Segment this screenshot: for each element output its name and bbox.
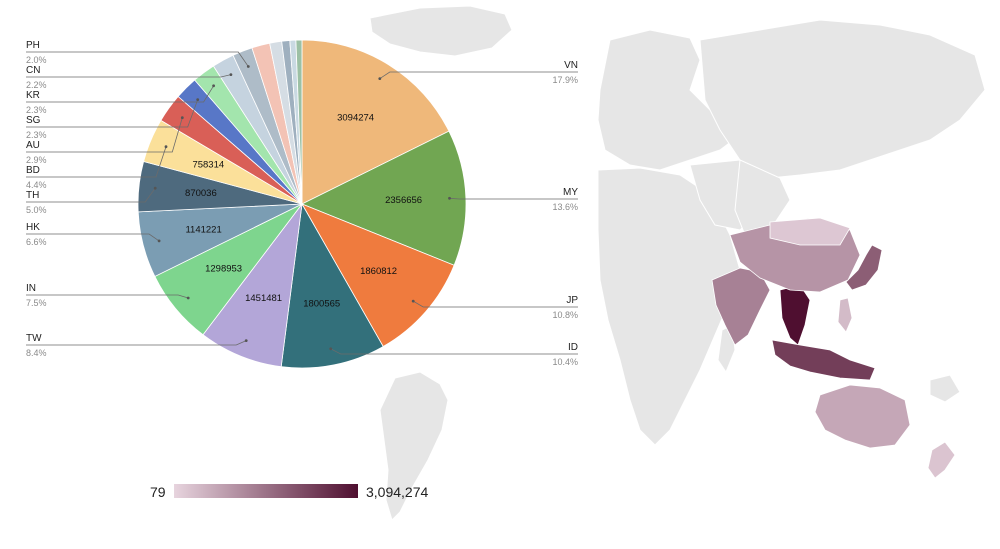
pie-slice-jp bbox=[301, 203, 455, 348]
callout-line-in bbox=[26, 294, 189, 299]
pie-callouts: VN 17.9% MY 13.6% JP 10.8% ID 10.4% TW 8.4% IN 7.5%… bbox=[26, 40, 578, 367]
map-region-mongolia bbox=[769, 217, 851, 246]
map-region-philippines bbox=[837, 297, 853, 333]
callout-code-cn: CN bbox=[26, 65, 40, 76]
callout-code-bd: BD bbox=[26, 165, 40, 176]
callout-dot-kr bbox=[212, 84, 216, 88]
callout-code-vn: VN bbox=[564, 60, 578, 71]
map-region-japan bbox=[845, 244, 883, 291]
callout-line-cn bbox=[26, 74, 231, 78]
pie-value-labels: 3094274 2356656 1860812 1800565 1451481 12989… bbox=[185, 113, 422, 310]
map-greenland bbox=[369, 5, 513, 57]
pie-slice-18 bbox=[295, 39, 303, 205]
scale-min-label: 79 bbox=[150, 484, 166, 500]
world-map bbox=[369, 5, 986, 521]
scale-max-label: 3,094,274 bbox=[366, 484, 428, 500]
pie-slice-vn bbox=[301, 39, 450, 205]
map-pacific-islands bbox=[929, 374, 961, 403]
callout-line-id bbox=[330, 348, 578, 355]
callout-dot-th bbox=[153, 186, 157, 190]
callout-pct-vn: 17.9% bbox=[552, 75, 578, 85]
map-region-vietnam-indochina bbox=[779, 284, 811, 346]
callout-code-in: IN bbox=[26, 283, 36, 294]
callout-dot-hk bbox=[157, 239, 161, 243]
callout-dot-vn bbox=[378, 77, 382, 80]
callout-dot-bd bbox=[164, 145, 168, 149]
pie-value-label-tw: 1451481 bbox=[245, 293, 282, 304]
scale-bar bbox=[174, 484, 358, 498]
callout-dot-jp bbox=[411, 299, 415, 303]
callout-dot-ph bbox=[246, 65, 250, 68]
callout-code-th: TH bbox=[26, 190, 39, 201]
callout-code-hk: HK bbox=[26, 222, 40, 233]
callout-dot-au bbox=[180, 116, 184, 120]
callout-line-th bbox=[26, 187, 156, 203]
callout-pct-hk: 6.6% bbox=[26, 237, 47, 247]
choropleth-regions bbox=[711, 217, 956, 479]
callout-pct-sg: 2.3% bbox=[26, 130, 47, 140]
pie-value-label-in: 1298953 bbox=[205, 264, 242, 275]
callout-code-jp: JP bbox=[566, 295, 578, 306]
pie-value-label-my: 2356656 bbox=[385, 195, 422, 206]
callout-dot-id bbox=[329, 347, 333, 351]
map-region-new-zealand bbox=[927, 441, 956, 479]
callout-line-au bbox=[26, 117, 183, 153]
callout-code-tw: TW bbox=[26, 333, 42, 344]
pie-value-label-hk: 1141221 bbox=[185, 224, 221, 235]
map-russia bbox=[699, 19, 986, 179]
pie-slice-id bbox=[280, 202, 384, 369]
pie-value-label-th: 870036 bbox=[185, 188, 217, 199]
pie-value-label-vn: 3094274 bbox=[337, 113, 374, 124]
callout-line-jp bbox=[412, 300, 578, 308]
callout-pct-th: 5.0% bbox=[26, 205, 47, 215]
callout-code-my: MY bbox=[563, 187, 578, 198]
callout-dot-sg bbox=[196, 98, 200, 101]
pie-chart bbox=[137, 39, 467, 369]
callout-code-kr: KR bbox=[26, 90, 40, 101]
callout-pct-tw: 8.4% bbox=[26, 348, 47, 358]
callout-line-bd bbox=[26, 146, 167, 178]
pie-value-label-id: 1800565 bbox=[303, 299, 340, 310]
pie-value-label-jp: 1860812 bbox=[360, 266, 397, 277]
callout-pct-cn: 2.2% bbox=[26, 80, 47, 90]
callout-dot-in bbox=[186, 296, 190, 300]
map-region-india bbox=[711, 267, 771, 346]
callout-pct-ph: 2.0% bbox=[26, 55, 47, 65]
callout-pct-in: 7.5% bbox=[26, 298, 47, 308]
callout-dot-cn bbox=[229, 73, 233, 76]
callout-dot-my bbox=[448, 196, 451, 200]
callout-pct-au: 2.9% bbox=[26, 155, 47, 165]
map-south-america bbox=[379, 371, 449, 521]
callout-line-my bbox=[449, 197, 578, 200]
callout-line-tw bbox=[26, 340, 247, 346]
callout-code-ph: PH bbox=[26, 40, 40, 51]
map-region-malaysia-indonesia bbox=[771, 339, 876, 381]
callout-code-id: ID bbox=[568, 342, 578, 353]
callout-pct-kr: 2.3% bbox=[26, 105, 47, 115]
callout-pct-jp: 10.8% bbox=[552, 310, 578, 320]
callout-code-au: AU bbox=[26, 140, 40, 151]
callout-line-hk bbox=[26, 233, 160, 242]
map-region-australia bbox=[814, 384, 911, 449]
callout-code-sg: SG bbox=[26, 115, 41, 126]
pie-slice-my bbox=[301, 130, 467, 266]
callout-line-vn bbox=[379, 71, 578, 79]
callout-pct-id: 10.4% bbox=[552, 357, 578, 367]
color-scale-legend: 79 3,094,274 bbox=[150, 484, 428, 500]
callout-pct-my: 13.6% bbox=[552, 202, 578, 212]
callout-line-ph bbox=[26, 51, 249, 67]
pie-slice-tw bbox=[202, 202, 303, 368]
callout-line-sg bbox=[26, 99, 199, 128]
callout-dot-tw bbox=[244, 339, 248, 342]
pie-value-label-bd: 758314 bbox=[192, 160, 224, 171]
callout-pct-bd: 4.4% bbox=[26, 180, 47, 190]
callout-line-kr bbox=[26, 85, 214, 103]
